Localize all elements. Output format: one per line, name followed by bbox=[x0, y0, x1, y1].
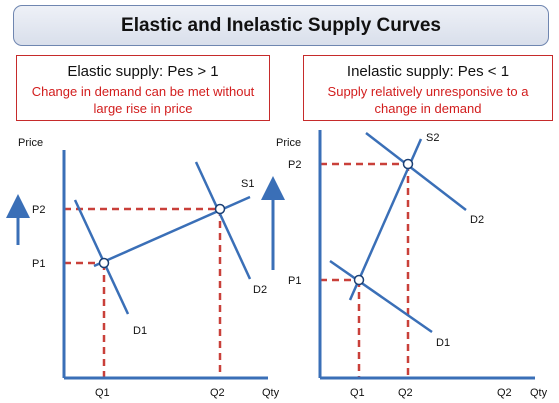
inelastic-info-box: Inelastic supply: Pes < 1 Supply relativ… bbox=[303, 55, 553, 121]
equilibrium-point-2 bbox=[402, 158, 414, 170]
p1-label: P1 bbox=[288, 275, 301, 287]
demand-curve-d1 bbox=[73, 199, 130, 315]
equilibrium-point-1 bbox=[353, 274, 365, 286]
inelastic-graph: Price P2 P1 Q1 Q2 Q2 Qty S2 D1 D2 bbox=[276, 130, 548, 399]
equilibrium-point-2 bbox=[214, 203, 226, 215]
inelastic-note: Supply relatively unresponsive to a chan… bbox=[327, 84, 529, 116]
supply-curve-s1 bbox=[93, 195, 251, 268]
q1-label: Q1 bbox=[95, 387, 110, 399]
title-banner: Elastic and Inelastic Supply Curves bbox=[13, 5, 549, 46]
p2-label: P2 bbox=[288, 159, 301, 171]
y-axis-label: Price bbox=[18, 137, 43, 149]
inelastic-heading: Inelastic supply: Pes < 1 bbox=[346, 63, 510, 80]
d1-label: D1 bbox=[133, 325, 147, 337]
elastic-graph: Price P2 P1 Q1 Q2 Qty S1 D1 D2 bbox=[6, 137, 285, 399]
q2-extra-label: Q2 bbox=[497, 387, 512, 399]
s2-label: S2 bbox=[426, 132, 439, 144]
x-axis-label: Qty bbox=[530, 387, 548, 399]
demand-curve-d1 bbox=[329, 259, 433, 334]
demand-curve-d2 bbox=[194, 161, 252, 280]
x-axis-label: Qty bbox=[262, 387, 280, 399]
s1-label: S1 bbox=[241, 178, 254, 190]
d1-label: D1 bbox=[436, 337, 450, 349]
y-axis-label: Price bbox=[276, 137, 301, 149]
q2-label: Q2 bbox=[398, 387, 413, 399]
elastic-note: Change in demand can be met without larg… bbox=[31, 84, 255, 116]
demand-curve-d2 bbox=[365, 132, 467, 211]
p2-label: P2 bbox=[32, 204, 45, 216]
equilibrium-point-1 bbox=[98, 257, 110, 269]
diagram-title: Elastic and Inelastic Supply Curves bbox=[121, 14, 441, 36]
elastic-info-box: Elastic supply: Pes > 1 Change in demand… bbox=[16, 55, 270, 121]
d2-label: D2 bbox=[253, 284, 267, 296]
q1-label: Q1 bbox=[350, 387, 365, 399]
q2-label: Q2 bbox=[210, 387, 225, 399]
p1-label: P1 bbox=[32, 258, 45, 270]
elastic-heading: Elastic supply: Pes > 1 bbox=[67, 63, 219, 80]
d2-label: D2 bbox=[470, 214, 484, 226]
